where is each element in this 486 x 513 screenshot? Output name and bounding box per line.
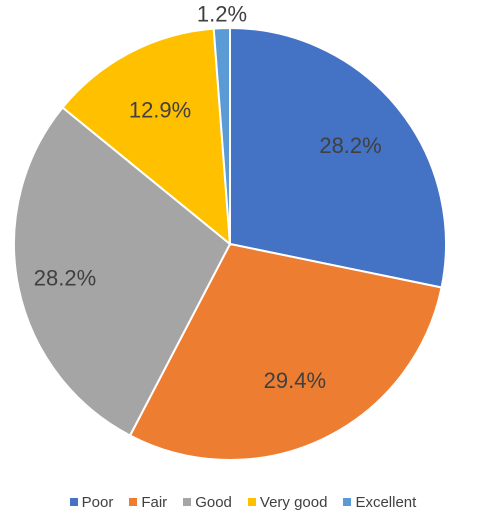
data-label-good: 28.2% <box>34 265 96 290</box>
legend-label: Good <box>195 493 232 511</box>
pie-slice-fair <box>128 242 443 461</box>
legend-label: Excellent <box>355 493 417 511</box>
pie-slice-good <box>13 106 232 437</box>
data-label-poor: 28.2% <box>319 133 381 158</box>
legend-item-very-good: Very good <box>247 493 328 511</box>
legend-label: Poor <box>81 493 114 511</box>
legend-item-excellent: Excellent <box>343 494 416 511</box>
legend-swatch <box>247 498 256 506</box>
legend-item-good: Good <box>183 494 232 511</box>
legend-swatch <box>129 498 138 506</box>
legend: Poor Fair Good Very good Excellent <box>0 492 486 512</box>
pie-slice-poor <box>229 26 447 289</box>
legend-item-poor: Poor <box>69 493 114 511</box>
legend-label: Fair <box>141 493 168 511</box>
legend-label: Very good <box>259 493 328 511</box>
data-label-excellent: 1.2% <box>197 2 247 27</box>
legend-item-fair: Fair <box>129 494 167 511</box>
pie-chart: 28.2% 29.4% 28.2% 12.9% 1.2% <box>13 2 447 461</box>
data-label-fair: 29.4% <box>264 368 326 393</box>
legend-swatch <box>69 498 78 506</box>
legend-swatch <box>343 498 352 506</box>
pie-slice-very-good <box>61 27 232 247</box>
legend-swatch <box>183 498 192 506</box>
data-label-very-good: 12.9% <box>129 97 191 122</box>
pie-slice-excellent <box>212 26 231 245</box>
